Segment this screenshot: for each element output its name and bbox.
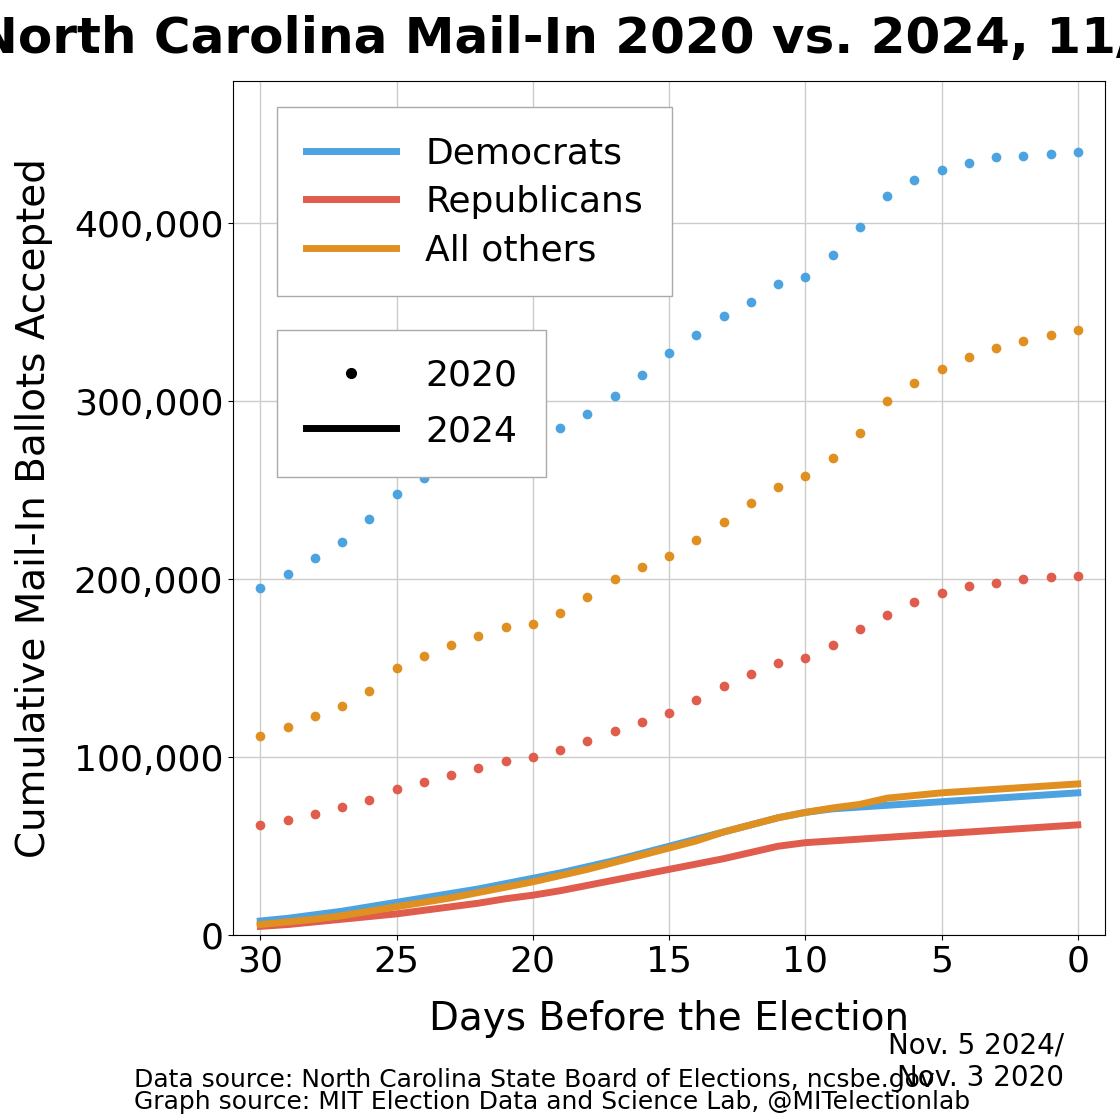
Text: Data source: North Carolina State Board of Elections, ncsbe.gov: Data source: North Carolina State Board … xyxy=(134,1068,935,1092)
Legend: 2020, 2024: 2020, 2024 xyxy=(278,329,547,477)
Y-axis label: Cumulative Mail-In Ballots Accepted: Cumulative Mail-In Ballots Accepted xyxy=(15,158,53,858)
Title: North Carolina Mail-In 2020 vs. 2024, 11/01/2024: North Carolina Mail-In 2020 vs. 2024, 11… xyxy=(0,15,1120,63)
Text: Graph source: MIT Election Data and Science Lab, @MITelectionlab: Graph source: MIT Election Data and Scie… xyxy=(134,1091,971,1114)
Text: Nov. 5 2024/
Nov. 3 2020: Nov. 5 2024/ Nov. 3 2020 xyxy=(888,1032,1064,1092)
X-axis label: Days Before the Election: Days Before the Election xyxy=(429,1000,909,1038)
